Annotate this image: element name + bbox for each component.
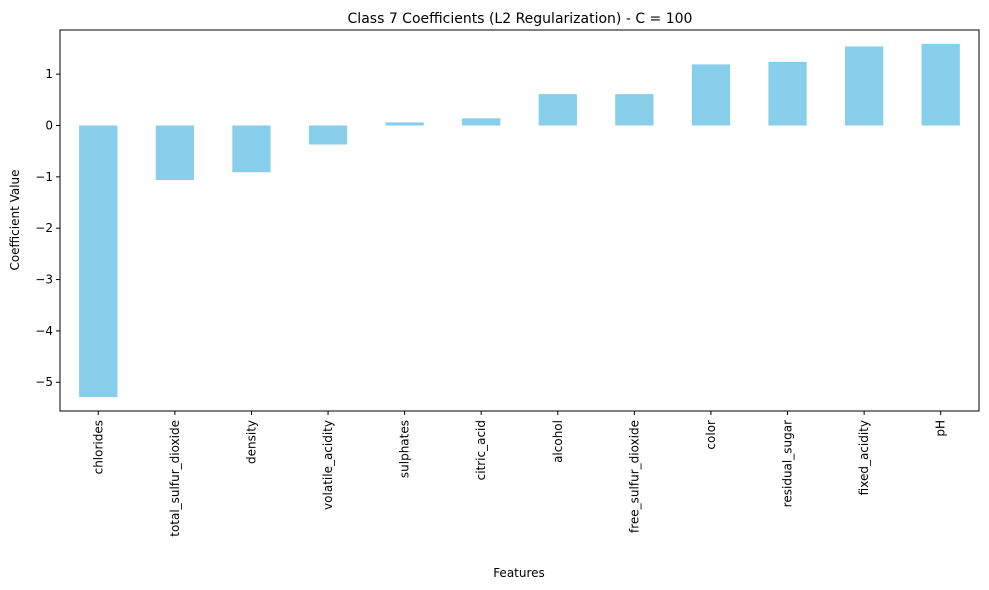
bar-density [232, 125, 271, 173]
bar-chlorides [79, 125, 118, 398]
chart-title: Class 7 Coefficients (L2 Regularization)… [348, 11, 693, 27]
y-axis-ticks: −5 −4 −3 −2 −1 0 1 [35, 67, 60, 389]
y-tick-label: −1 [35, 170, 53, 184]
y-tick-label: 0 [45, 119, 53, 133]
x-tick-label: density [244, 420, 258, 464]
bar-color [691, 64, 731, 126]
bar-alcohol [538, 94, 577, 126]
y-tick-label: −3 [35, 273, 53, 287]
x-axis-ticks: chlorides total_sulfur_dioxide density vola… [91, 411, 948, 537]
x-tick-label: total_sulfur_dioxide [168, 420, 182, 537]
x-tick-label: citric_acid [474, 420, 488, 480]
y-tick-label: −2 [35, 221, 53, 235]
x-tick-label: chlorides [91, 420, 105, 474]
x-tick-label: color [704, 420, 718, 450]
bar-citric_acid [462, 118, 501, 126]
y-tick-label: −5 [35, 375, 53, 389]
y-tick-label: −4 [35, 324, 53, 338]
x-tick-label: free_sulfur_dioxide [627, 420, 641, 533]
x-axis-title: Features [493, 566, 545, 580]
x-tick-label: sulphates [398, 420, 412, 478]
bar-free_sulfur_dioxide [615, 94, 654, 126]
x-tick-label: alcohol [551, 420, 565, 463]
bar-fixed_acidity [844, 46, 884, 126]
bar-residual_sugar [768, 61, 807, 126]
x-tick-label: residual_sugar [781, 420, 795, 507]
y-tick-label: 1 [45, 67, 53, 81]
bar-volatile_acidity [308, 125, 348, 145]
x-tick-label: fixed_acidity [857, 420, 871, 495]
bars-group [79, 43, 960, 398]
bar-pH [921, 43, 960, 126]
x-tick-label: volatile_acidity [321, 420, 335, 510]
bar-sulphates [385, 122, 424, 126]
plot-frame [59, 29, 980, 412]
x-tick-label: pH [934, 420, 948, 437]
bar-total_sulfur_dioxide [155, 125, 195, 180]
y-axis-title: Coefficient Value [8, 169, 22, 270]
